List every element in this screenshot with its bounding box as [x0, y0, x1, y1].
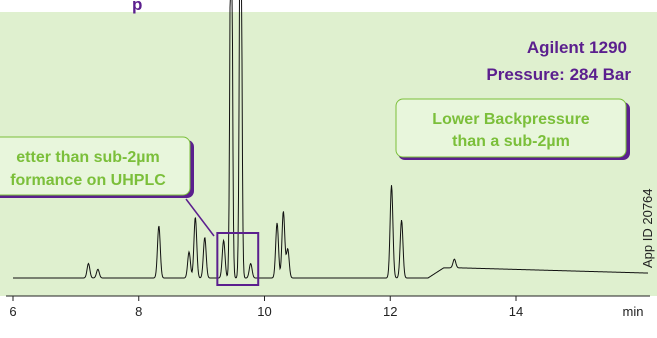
right-callout-line2: than a sub-2µm — [452, 133, 570, 150]
peak-7 — [231, 0, 232, 1]
left-callout-line2: formance on UHPLC — [10, 172, 166, 189]
app-id-label: App ID 20764 — [640, 188, 655, 268]
chromatogram-trace — [13, 0, 649, 279]
x-tick-label-14: 14 — [509, 304, 523, 319]
left-callout-line1: etter than sub-2µm — [16, 149, 159, 166]
x-tick-label-8: 8 — [135, 304, 142, 319]
x-axis-ticks: 6 8 10 12 14 — [9, 296, 523, 319]
instrument-label: Agilent 1290 — [527, 38, 627, 57]
x-tick-label-6: 6 — [9, 304, 16, 319]
header-title-fragment: p — [132, 0, 142, 14]
x-tick-label-10: 10 — [257, 304, 271, 319]
chromatogram-trace-group — [13, 0, 649, 279]
right-callout-line1: Lower Backpressure — [432, 111, 590, 128]
left-callout: etter than sub-2µm formance on UHPLC — [0, 136, 194, 198]
x-tick-label-12: 12 — [383, 304, 397, 319]
peak-8 — [240, 0, 241, 1]
callout-connector-line — [185, 198, 215, 237]
pressure-label: Pressure: 284 Bar — [486, 65, 631, 84]
right-callout: Lower Backpressure than a sub-2µm — [395, 98, 630, 160]
x-axis-unit: min — [623, 304, 644, 319]
highlight-window-box — [216, 232, 260, 286]
